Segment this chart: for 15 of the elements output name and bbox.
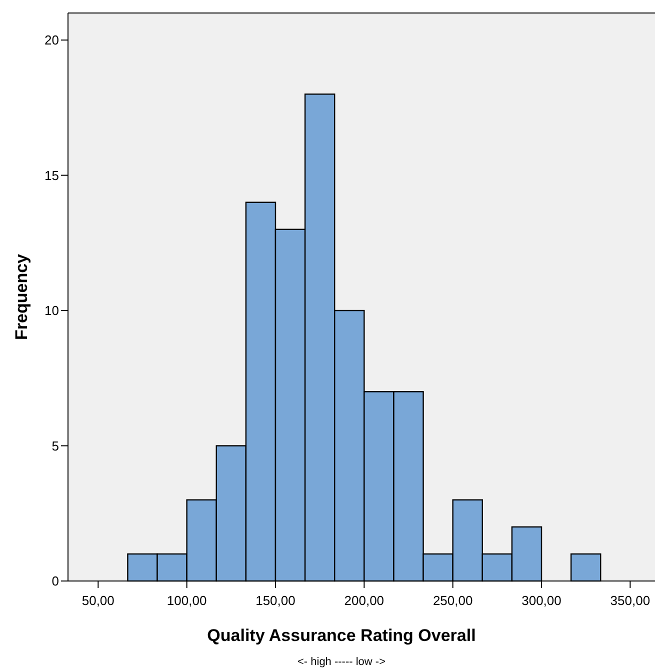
y-tick-label: 15 bbox=[44, 168, 59, 183]
x-tick-label: 200,00 bbox=[344, 593, 384, 608]
x-tick-label: 250,00 bbox=[432, 593, 473, 608]
x-axis-title: Quality Assurance Rating Overall bbox=[207, 626, 476, 645]
x-tick-label: 300,00 bbox=[522, 593, 562, 608]
y-axis-title: Frequency bbox=[12, 253, 31, 340]
y-tick-label: 20 bbox=[44, 32, 59, 48]
y-tick-label: 0 bbox=[52, 574, 59, 589]
text: <- high ----- low -> bbox=[297, 656, 386, 668]
y-tick-label: 10 bbox=[44, 303, 59, 318]
y-tick-label: 5 bbox=[52, 438, 59, 454]
x-tick-label: 350,00 bbox=[610, 593, 650, 608]
x-tick-label: 150,00 bbox=[256, 593, 296, 608]
x-tick-label: 100,00 bbox=[166, 593, 207, 608]
x-tick-label: 50,00 bbox=[82, 593, 114, 608]
